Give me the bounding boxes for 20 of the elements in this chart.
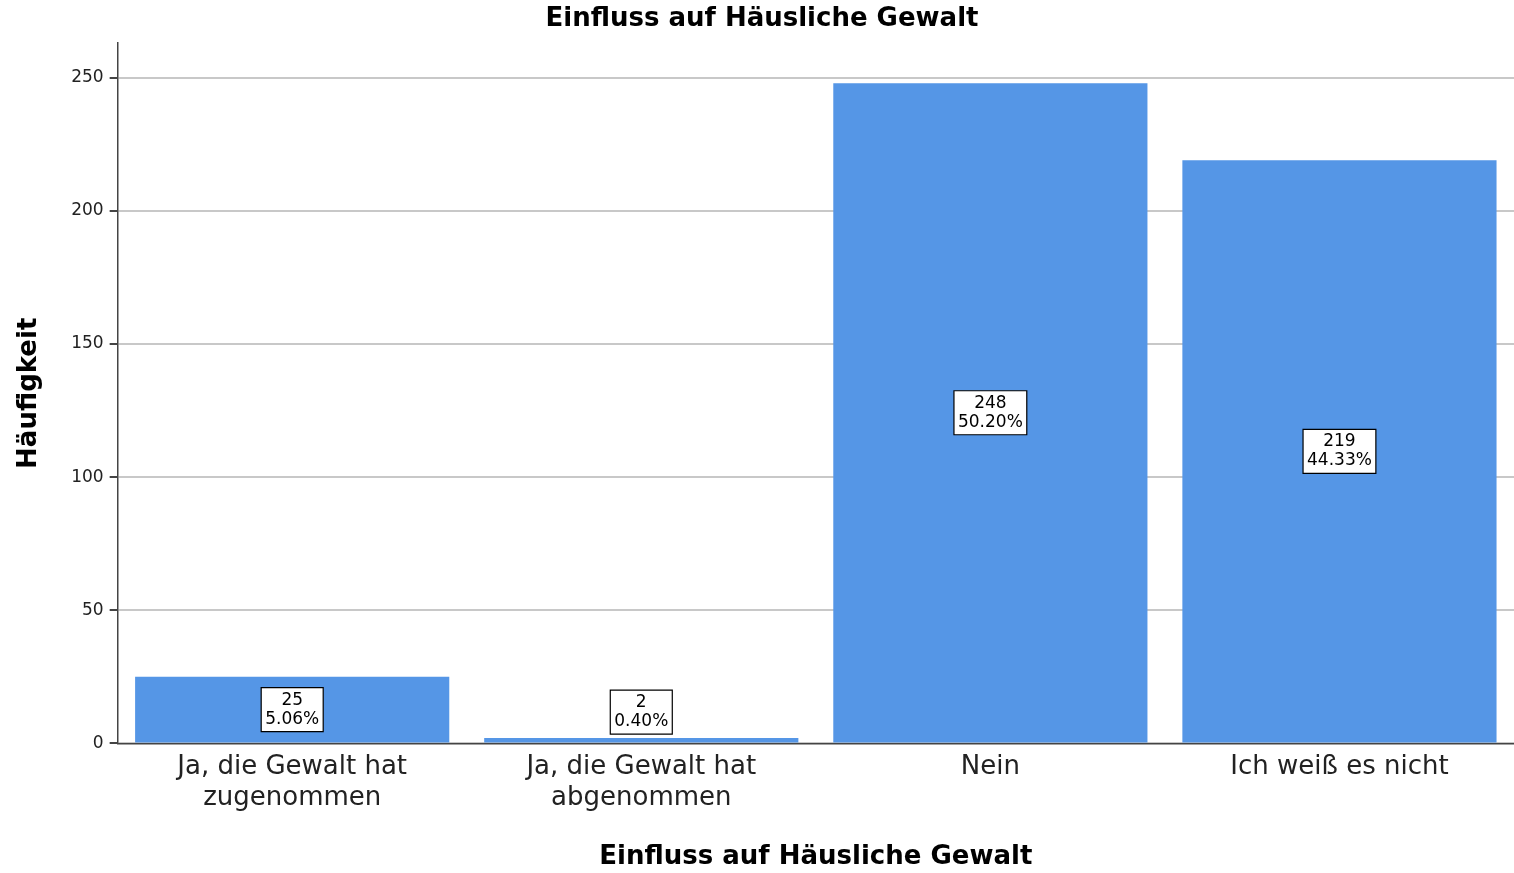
- bar: [833, 83, 1148, 743]
- bar: [484, 738, 799, 743]
- y-tick-label: 0: [92, 731, 104, 752]
- y-axis-title: Häufigkeit: [12, 317, 43, 469]
- data-label: 25 5.06%: [265, 688, 320, 728]
- y-tick-label: 250: [71, 66, 104, 87]
- bar: [1182, 160, 1497, 743]
- y-tick-label: 150: [71, 332, 104, 353]
- x-tick-label: Ich weiß es nicht: [1230, 749, 1449, 780]
- data-label: 219 44.33%: [1307, 430, 1372, 470]
- x-tick-label: Ja, die Gewalt hat abgenommen: [524, 749, 757, 811]
- y-tick-label: 50: [82, 598, 104, 619]
- x-tick-label: Nein: [960, 749, 1020, 780]
- y-tick-label: 100: [71, 465, 104, 486]
- y-tick-label: 200: [71, 199, 104, 220]
- x-tick-label: Ja, die Gewalt hat zugenommen: [175, 749, 408, 811]
- chart-title: Einfluss auf Häusliche Gewalt: [545, 2, 979, 33]
- data-label: 2 0.40%: [614, 691, 669, 730]
- x-axis-title: Einfluss auf Häusliche Gewalt: [599, 840, 1033, 871]
- data-label: 248 50.20%: [957, 391, 1023, 431]
